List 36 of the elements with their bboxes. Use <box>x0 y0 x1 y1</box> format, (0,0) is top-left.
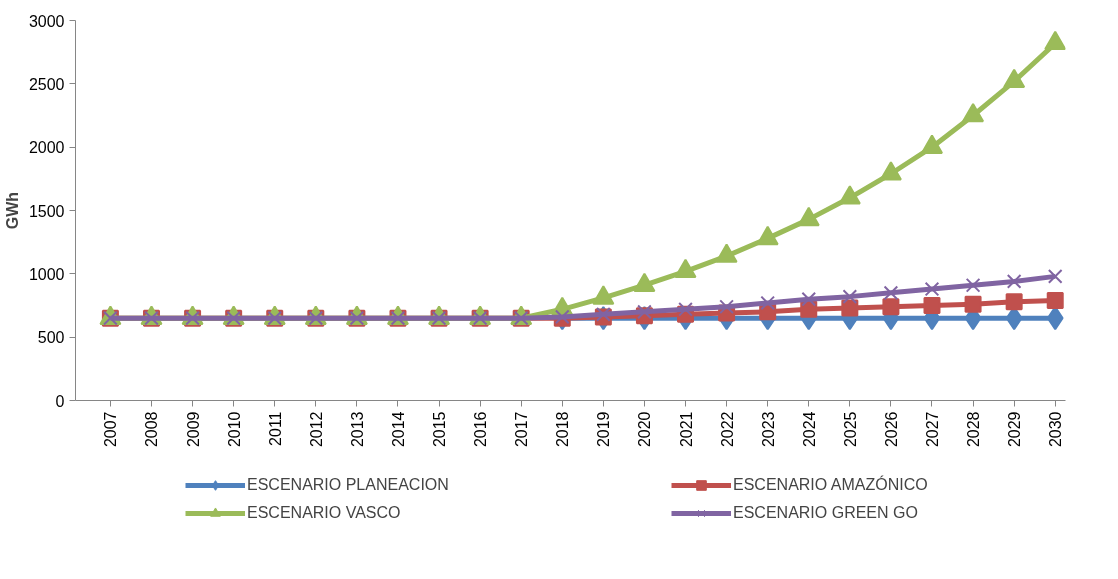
legend-label: ESCENARIO AMAZÓNICO <box>733 476 929 494</box>
x-tick-label: 2024 <box>800 411 818 448</box>
legend-label: ESCENARIO PLANEACION <box>247 476 450 494</box>
y-tick-label: 1500 <box>28 202 65 220</box>
x-tick-label: 2028 <box>965 411 983 448</box>
x-tick-label: 2022 <box>718 411 736 448</box>
x-tick-label: 2009 <box>184 411 202 448</box>
y-tick-label: 1000 <box>28 265 65 283</box>
y-tick-label: 3000 <box>28 12 65 30</box>
x-tick-label: 2025 <box>841 411 859 448</box>
x-tick-label: 2027 <box>923 411 941 448</box>
y-tick-label: 2500 <box>28 75 65 93</box>
x-tick-label: 2020 <box>636 411 654 448</box>
x-tick-label: 2015 <box>431 411 449 448</box>
x-tick-label: 2018 <box>554 411 572 448</box>
y-axis-title: GWh <box>3 191 21 230</box>
x-tick-label: 2012 <box>307 411 325 448</box>
legend-label: ESCENARIO GREEN GO <box>733 504 919 522</box>
x-tick-label: 2014 <box>389 411 407 448</box>
x-tick-label: 2011 <box>266 411 284 446</box>
x-tick-label: 2030 <box>1047 411 1065 448</box>
legend-label: ESCENARIO VASCO <box>247 504 402 522</box>
y-tick-label: 0 <box>55 392 65 410</box>
x-tick-label: 2017 <box>513 411 531 448</box>
x-tick-label: 2026 <box>882 411 900 448</box>
x-tick-label: 2021 <box>677 411 695 448</box>
y-tick-label: 2000 <box>28 139 65 157</box>
x-tick-label: 2007 <box>102 411 120 448</box>
x-tick-label: 2029 <box>1006 411 1024 448</box>
x-tick-label: 2008 <box>143 411 161 448</box>
x-tick-label: 2019 <box>595 411 613 448</box>
x-tick-label: 2016 <box>472 411 490 448</box>
x-tick-label: 2013 <box>348 411 366 448</box>
y-tick-label: 500 <box>37 329 65 347</box>
x-tick-label: 2010 <box>225 411 243 448</box>
x-tick-label: 2023 <box>759 411 777 448</box>
